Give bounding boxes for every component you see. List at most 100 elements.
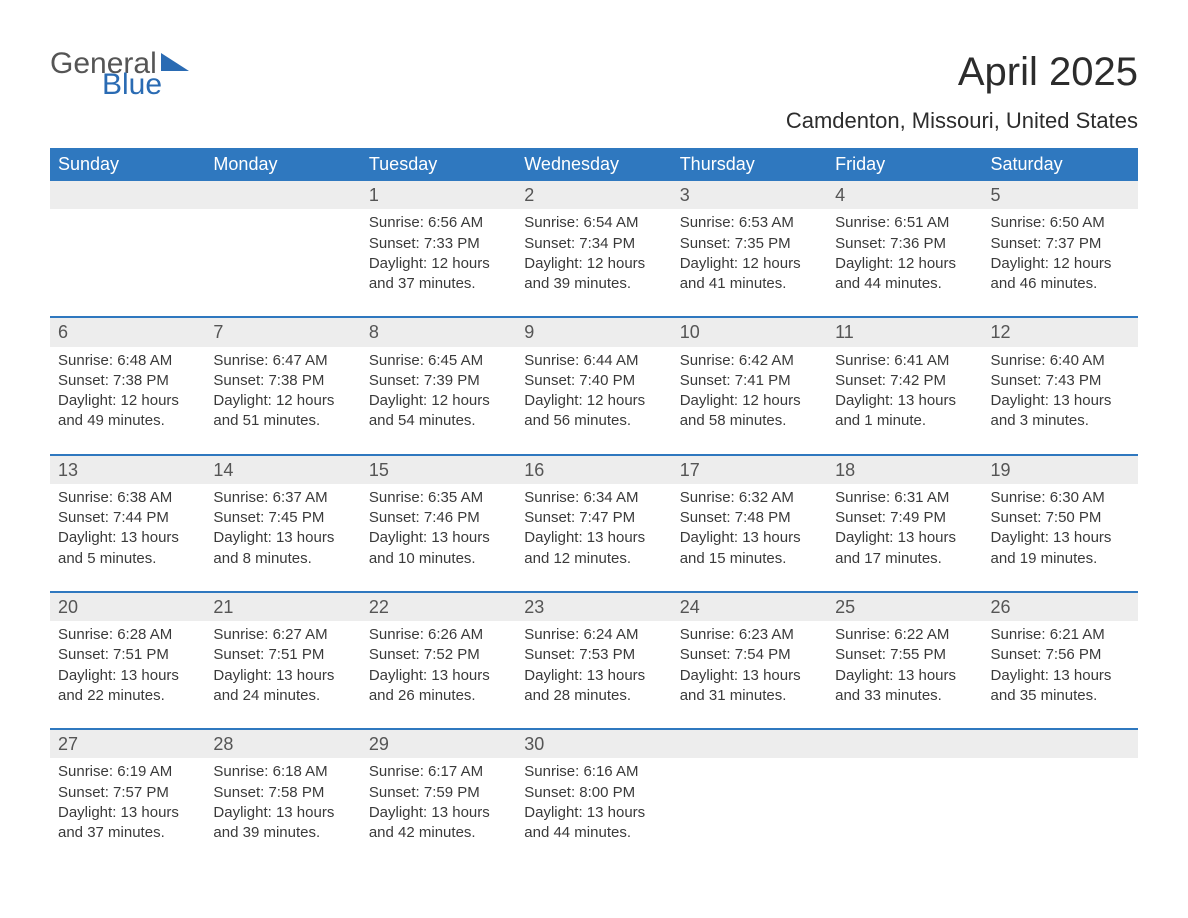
day-sunset: Sunset: 7:36 PM — [835, 234, 974, 254]
day-details: Sunrise: 6:37 AMSunset: 7:45 PMDaylight:… — [213, 488, 352, 569]
weekday-header: Thursday — [672, 148, 827, 181]
day-details: Sunrise: 6:18 AMSunset: 7:58 PMDaylight:… — [213, 762, 352, 843]
day-number: 14 — [205, 456, 360, 484]
day-sunrise: Sunrise: 6:31 AM — [835, 488, 974, 508]
calendar-day-cell — [672, 729, 827, 865]
calendar-day-cell: 7Sunrise: 6:47 AMSunset: 7:38 PMDaylight… — [205, 317, 360, 454]
calendar-day-cell: 4 Sunrise: 6:51 AMSunset: 7:36 PMDaylight… — [827, 181, 982, 317]
day-dl1: Daylight: 13 hours — [369, 803, 508, 823]
day-sunset: Sunset: 7:33 PM — [369, 234, 508, 254]
logo: General Blue — [50, 50, 189, 98]
day-sunrise: Sunrise: 6:34 AM — [524, 488, 663, 508]
day-number: 28 — [205, 730, 360, 758]
day-sunrise: Sunrise: 6:26 AM — [369, 625, 508, 645]
day-sunrise: Sunrise: 6:32 AM — [680, 488, 819, 508]
calendar-week-row: 27Sunrise: 6:19 AMSunset: 7:57 PMDayligh… — [50, 729, 1138, 865]
calendar-table: Sunday Monday Tuesday Wednesday Thursday… — [50, 148, 1138, 865]
day-sunrise: Sunrise: 6:23 AM — [680, 625, 819, 645]
calendar-day-cell: 28 Sunrise: 6:18 AMSunset: 7:58 PMDayligh… — [205, 729, 360, 865]
header: General Blue April 2025 — [50, 50, 1138, 98]
day-sunset: Sunset: 7:57 PM — [58, 783, 197, 803]
day-dl2: and 44 minutes. — [524, 823, 663, 843]
calendar-day-cell: 2Sunrise: 6:54 AMSunset: 7:34 PMDaylight… — [516, 181, 671, 317]
day-sunset: Sunset: 7:46 PM — [369, 508, 508, 528]
day-sunset: Sunset: 7:50 PM — [991, 508, 1130, 528]
day-dl1: Daylight: 12 hours — [369, 391, 508, 411]
day-dl2: and 44 minutes. — [835, 274, 974, 294]
logo-triangle-icon — [161, 53, 189, 71]
weekday-header: Friday — [827, 148, 982, 181]
day-sunrise: Sunrise: 6:51 AM — [835, 213, 974, 233]
day-dl2: and 10 minutes. — [369, 549, 508, 569]
day-sunset: Sunset: 7:47 PM — [524, 508, 663, 528]
day-number: 5 — [983, 181, 1138, 209]
day-number: 20 — [50, 593, 205, 621]
day-sunset: Sunset: 7:53 PM — [524, 645, 663, 665]
day-details: Sunrise: 6:30 AMSunset: 7:50 PMDaylight:… — [991, 488, 1130, 569]
day-dl2: and 3 minutes. — [991, 411, 1130, 431]
weekday-header-row: Sunday Monday Tuesday Wednesday Thursday… — [50, 148, 1138, 181]
day-sunrise: Sunrise: 6:45 AM — [369, 351, 508, 371]
day-sunrise: Sunrise: 6:30 AM — [991, 488, 1130, 508]
day-number: 30 — [516, 730, 671, 758]
day-dl2: and 19 minutes. — [991, 549, 1130, 569]
day-sunrise: Sunrise: 6:18 AM — [213, 762, 352, 782]
day-sunset: Sunset: 7:55 PM — [835, 645, 974, 665]
day-details: Sunrise: 6:38 AMSunset: 7:44 PMDaylight:… — [58, 488, 197, 569]
calendar-day-cell: 1Sunrise: 6:56 AMSunset: 7:33 PMDaylight… — [361, 181, 516, 317]
day-sunset: Sunset: 7:38 PM — [58, 371, 197, 391]
day-details: Sunrise: 6:51 AMSunset: 7:36 PMDaylight:… — [835, 213, 974, 294]
day-sunset: Sunset: 7:44 PM — [58, 508, 197, 528]
day-dl1: Daylight: 13 hours — [524, 803, 663, 823]
day-details: Sunrise: 6:48 AMSunset: 7:38 PMDaylight:… — [58, 351, 197, 432]
day-dl1: Daylight: 12 hours — [680, 254, 819, 274]
day-dl1: Daylight: 13 hours — [835, 391, 974, 411]
day-dl2: and 39 minutes. — [524, 274, 663, 294]
day-dl1: Daylight: 13 hours — [835, 528, 974, 548]
calendar-week-row: 20Sunrise: 6:28 AMSunset: 7:51 PMDayligh… — [50, 592, 1138, 729]
day-sunset: Sunset: 8:00 PM — [524, 783, 663, 803]
logo-text-2: Blue — [102, 71, 189, 98]
day-details: Sunrise: 6:47 AMSunset: 7:38 PMDaylight:… — [213, 351, 352, 432]
day-dl2: and 1 minute. — [835, 411, 974, 431]
calendar-day-cell: 14 Sunrise: 6:37 AMSunset: 7:45 PMDayligh… — [205, 455, 360, 592]
day-dl2: and 22 minutes. — [58, 686, 197, 706]
day-sunrise: Sunrise: 6:17 AM — [369, 762, 508, 782]
day-dl1: Daylight: 13 hours — [680, 666, 819, 686]
day-dl2: and 17 minutes. — [835, 549, 974, 569]
day-number: 4 — [827, 181, 982, 209]
month-title: April 2025 — [958, 50, 1138, 95]
day-number-bar-empty — [827, 730, 982, 758]
day-sunset: Sunset: 7:52 PM — [369, 645, 508, 665]
day-dl2: and 49 minutes. — [58, 411, 197, 431]
day-details: Sunrise: 6:31 AMSunset: 7:49 PMDaylight:… — [835, 488, 974, 569]
day-sunset: Sunset: 7:49 PM — [835, 508, 974, 528]
day-details: Sunrise: 6:42 AMSunset: 7:41 PMDaylight:… — [680, 351, 819, 432]
calendar-day-cell — [50, 181, 205, 317]
day-number: 25 — [827, 593, 982, 621]
day-sunrise: Sunrise: 6:48 AM — [58, 351, 197, 371]
day-number: 1 — [361, 181, 516, 209]
day-dl2: and 37 minutes. — [58, 823, 197, 843]
day-dl2: and 12 minutes. — [524, 549, 663, 569]
day-sunrise: Sunrise: 6:16 AM — [524, 762, 663, 782]
day-number: 18 — [827, 456, 982, 484]
day-dl2: and 54 minutes. — [369, 411, 508, 431]
day-dl1: Daylight: 13 hours — [58, 528, 197, 548]
calendar-day-cell: 17Sunrise: 6:32 AMSunset: 7:48 PMDayligh… — [672, 455, 827, 592]
day-sunrise: Sunrise: 6:44 AM — [524, 351, 663, 371]
calendar-day-cell: 5Sunrise: 6:50 AMSunset: 7:37 PMDaylight… — [983, 181, 1138, 317]
day-sunrise: Sunrise: 6:54 AM — [524, 213, 663, 233]
calendar-day-cell: 13Sunrise: 6:38 AMSunset: 7:44 PMDayligh… — [50, 455, 205, 592]
day-sunset: Sunset: 7:37 PM — [991, 234, 1130, 254]
calendar-day-cell: 15Sunrise: 6:35 AMSunset: 7:46 PMDayligh… — [361, 455, 516, 592]
day-details: Sunrise: 6:53 AMSunset: 7:35 PMDaylight:… — [680, 213, 819, 294]
day-number: 19 — [983, 456, 1138, 484]
calendar-day-cell: 29Sunrise: 6:17 AMSunset: 7:59 PMDayligh… — [361, 729, 516, 865]
day-dl2: and 46 minutes. — [991, 274, 1130, 294]
day-number: 16 — [516, 456, 671, 484]
day-number: 12 — [983, 318, 1138, 346]
day-sunrise: Sunrise: 6:42 AM — [680, 351, 819, 371]
day-dl1: Daylight: 13 hours — [991, 528, 1130, 548]
day-number: 21 — [205, 593, 360, 621]
